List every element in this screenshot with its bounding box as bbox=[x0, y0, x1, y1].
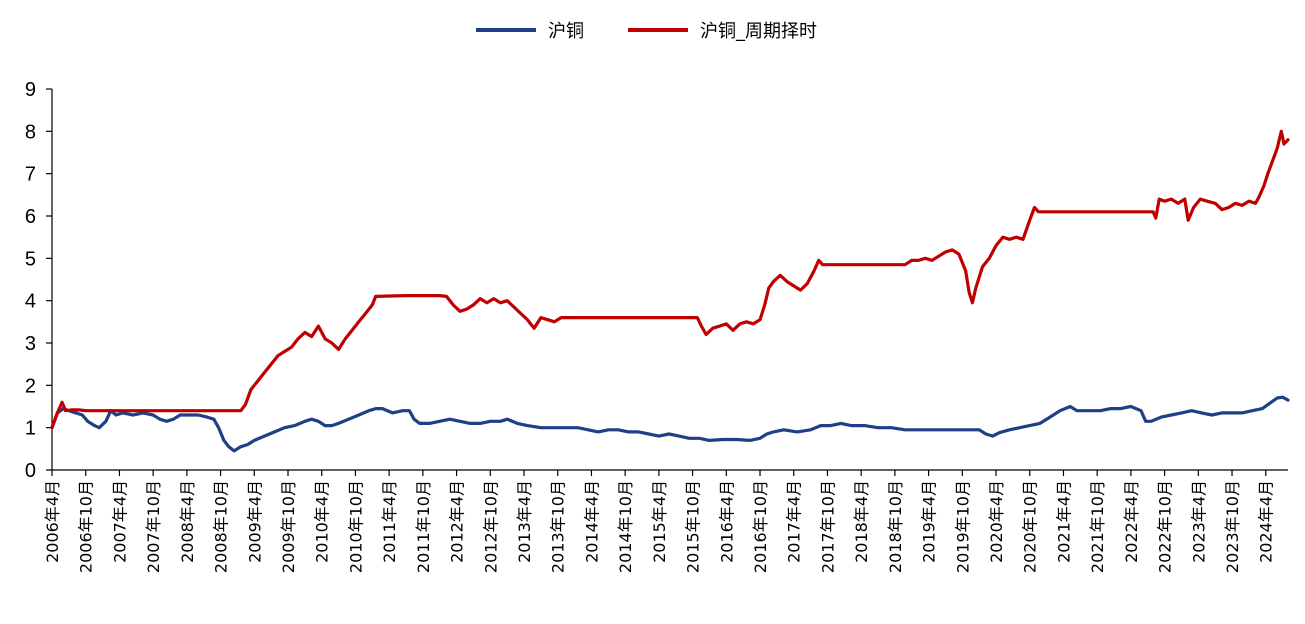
y-tick-label: 3 bbox=[25, 333, 36, 355]
x-tick-label: 2009年4月 bbox=[245, 480, 264, 563]
y-tick-label: 5 bbox=[25, 248, 36, 270]
x-tick-label: 2012年4月 bbox=[448, 480, 467, 563]
x-tick-label: 2023年10月 bbox=[1223, 480, 1242, 573]
y-tick-label: 6 bbox=[25, 206, 36, 228]
y-tick-label: 1 bbox=[25, 418, 36, 440]
x-tick-label: 2022年10月 bbox=[1156, 480, 1175, 573]
x-tick-label: 2011年4月 bbox=[380, 480, 399, 563]
y-tick-label: 8 bbox=[25, 121, 36, 143]
x-tick-label: 2016年4月 bbox=[717, 480, 736, 563]
y-axis: 0 1 2 3 4 5 6 7 8 9 bbox=[25, 79, 53, 482]
legend-label-2: 沪铜_周期择时 bbox=[700, 21, 817, 42]
x-tick-label: 2020年4月 bbox=[987, 480, 1006, 563]
x-tick-label: 2024年4月 bbox=[1257, 480, 1276, 563]
x-tick-label: 2021年4月 bbox=[1054, 480, 1073, 563]
x-tick-label: 2013年4月 bbox=[515, 480, 534, 563]
x-tick-label: 2021年10月 bbox=[1088, 480, 1107, 573]
x-tick-label: 2015年4月 bbox=[650, 480, 669, 563]
x-tick-label: 2018年10月 bbox=[886, 480, 905, 573]
x-tick-label: 2010年4月 bbox=[313, 480, 332, 563]
x-tick-label: 2008年4月 bbox=[178, 480, 197, 563]
x-tick-label: 2017年10月 bbox=[818, 480, 837, 573]
x-tick-label: 2006年4月 bbox=[43, 480, 62, 563]
x-tick-label: 2019年10月 bbox=[953, 480, 972, 573]
y-tick-label: 7 bbox=[25, 164, 36, 186]
x-tick-label: 2008年10月 bbox=[212, 480, 231, 573]
x-tick-label: 2018年4月 bbox=[852, 480, 871, 563]
x-tick-label: 2009年10月 bbox=[279, 480, 298, 573]
series-layer bbox=[50, 129, 1290, 453]
x-tick-label: 2007年4月 bbox=[110, 480, 129, 563]
x-tick-label: 2007年10月 bbox=[144, 480, 163, 573]
x-tick-label: 2014年4月 bbox=[582, 480, 601, 563]
legend-label-1: 沪铜 bbox=[548, 21, 584, 42]
x-tick-label: 2006年10月 bbox=[77, 480, 96, 573]
x-tick-label: 2020年10月 bbox=[1021, 480, 1040, 573]
x-tick-label: 2011年10月 bbox=[414, 480, 433, 573]
x-axis: 2006年4月 2006年10月 2007年4月 2007年10月 2008年4月 200… bbox=[43, 469, 1288, 573]
legend: 沪铜 沪铜_周期择时 bbox=[476, 21, 817, 42]
x-tick-label: 2017年4月 bbox=[785, 480, 804, 563]
x-tick-label: 2022年4月 bbox=[1122, 480, 1141, 563]
x-tick-label: 2023年4月 bbox=[1189, 480, 1208, 563]
y-tick-label: 2 bbox=[25, 375, 36, 397]
y-tick-label: 0 bbox=[25, 460, 36, 482]
x-tick-label: 2014年10月 bbox=[616, 480, 635, 573]
x-tick-label: 2016年10月 bbox=[751, 480, 770, 573]
x-tick-label: 2015年10月 bbox=[684, 480, 703, 573]
y-tick-label: 9 bbox=[25, 79, 36, 101]
x-tick-label: 2010年10月 bbox=[346, 480, 365, 573]
y-tick-label: 4 bbox=[25, 291, 36, 313]
x-tick-label: 2013年10月 bbox=[549, 480, 568, 573]
series-line-1 bbox=[50, 395, 1290, 453]
series-line-2 bbox=[50, 129, 1290, 430]
x-tick-label: 2012年10月 bbox=[481, 480, 500, 573]
x-tick-label: 2019年4月 bbox=[920, 480, 939, 563]
